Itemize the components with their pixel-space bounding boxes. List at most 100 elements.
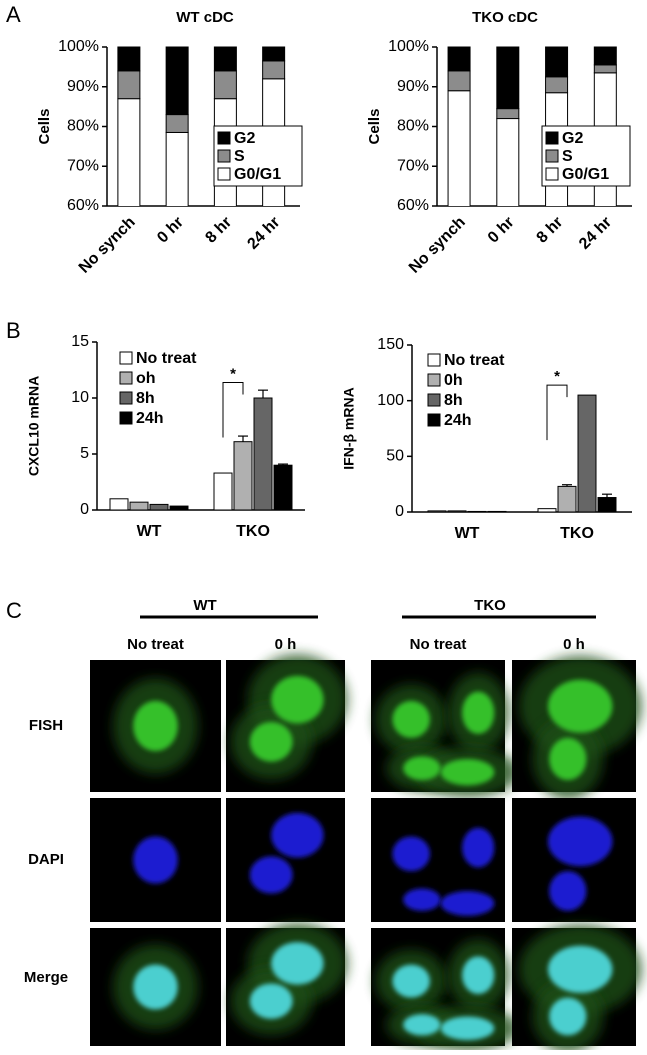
legend-swatch	[427, 373, 441, 387]
nucleus	[403, 756, 441, 781]
x-tick-label: TKO	[560, 525, 594, 542]
micrograph	[226, 798, 345, 922]
nucleus	[547, 945, 613, 993]
bar	[129, 501, 149, 511]
bar-segment	[447, 46, 471, 72]
row-label: FISH	[29, 717, 63, 734]
bar-segment	[213, 46, 237, 72]
micrograph	[371, 928, 519, 1051]
bar	[487, 510, 507, 513]
panel-label: C	[6, 598, 22, 623]
significance-bracket	[222, 381, 244, 438]
legend-swatch	[119, 371, 133, 385]
legend-label: No treat	[444, 352, 505, 369]
nucleus	[133, 836, 178, 884]
y-tick-label: 100%	[58, 38, 99, 55]
x-tick-label: 8 hr	[534, 214, 567, 247]
nucleus	[271, 675, 324, 724]
x-tick-label: 0 hr	[485, 214, 518, 247]
bar-segment	[593, 46, 617, 66]
nucleus	[549, 737, 587, 781]
row-label: Merge	[24, 969, 68, 986]
legend-swatch	[217, 131, 231, 145]
panel-label: A	[6, 2, 21, 27]
bar-segment	[262, 60, 286, 80]
chart: TKO cDC Cells 60% 70% 80% 90% 100% No synch 0 hr…	[366, 9, 632, 277]
bar	[233, 441, 253, 511]
nucleus	[392, 964, 430, 998]
nucleus	[462, 956, 495, 995]
x-tick-label: TKO	[236, 523, 270, 540]
bar-segment	[593, 64, 617, 74]
chart-title: TKO cDC	[472, 9, 538, 26]
bar-segment	[213, 70, 237, 100]
micrograph	[512, 656, 642, 800]
bar-segment	[262, 46, 286, 62]
legend-swatch	[119, 351, 133, 365]
bar	[149, 503, 169, 511]
chart: CXCL10 mRNA 0 5 10 15 WT TKO * No treat oh 8h 24h	[26, 333, 305, 540]
nucleus	[549, 997, 587, 1036]
legend-swatch	[217, 149, 231, 163]
micrograph	[371, 660, 519, 798]
bar	[467, 510, 487, 513]
legend-swatch	[545, 131, 559, 145]
bar	[109, 498, 129, 511]
nucleus	[133, 964, 178, 1010]
y-tick-label: 100%	[388, 38, 429, 55]
nucleus	[403, 1014, 441, 1036]
bar	[169, 505, 189, 511]
legend-swatch	[119, 391, 133, 405]
y-tick-label: 50	[386, 448, 404, 465]
nucleus	[271, 812, 324, 858]
legend-swatch	[119, 411, 133, 425]
bar-segment	[165, 114, 189, 133]
bar	[577, 394, 597, 513]
y-tick-label: 5	[80, 445, 89, 462]
y-tick-label: 0	[80, 501, 89, 518]
row-label: DAPI	[28, 851, 64, 868]
legend-swatch	[427, 353, 441, 367]
legend-label: 24h	[136, 410, 164, 427]
legend-label: S	[234, 148, 245, 165]
nucleus	[440, 759, 495, 786]
x-tick-label: 24 hr	[244, 214, 283, 253]
nucleus	[392, 836, 430, 872]
chart: IFN-β mRNA 0 50 100 150 WT TKO * No treat 0h 8h 24h	[341, 336, 632, 542]
x-tick-label: No synch	[406, 214, 469, 277]
bar-segment	[496, 118, 520, 206]
legend-swatch	[217, 167, 231, 181]
legend-label: 8h	[444, 392, 463, 409]
nucleus	[440, 1016, 495, 1041]
nucleus	[249, 722, 293, 762]
legend-swatch	[427, 393, 441, 407]
legend-label: No treat	[136, 350, 197, 367]
column-label: No treat	[127, 636, 184, 653]
bar	[427, 510, 447, 513]
y-tick-label: 70%	[67, 157, 99, 174]
legend-label: oh	[136, 370, 156, 387]
legend-swatch	[427, 413, 441, 427]
x-tick-label: 24 hr	[576, 214, 615, 253]
y-tick-label: 60%	[67, 197, 99, 214]
micrograph	[90, 798, 221, 922]
nucleus	[547, 679, 613, 733]
micrograph	[226, 654, 348, 792]
y-tick-label: 80%	[67, 118, 99, 135]
bar-segment	[447, 70, 471, 92]
bar	[597, 497, 617, 513]
nucleus	[133, 700, 178, 752]
bar	[273, 464, 293, 511]
nucleus	[249, 983, 293, 1019]
y-axis-label: CXCL10 mRNA	[26, 376, 42, 476]
micrograph	[512, 924, 642, 1053]
micrograph	[512, 798, 636, 922]
bar-segment	[496, 108, 520, 120]
bar	[213, 472, 233, 511]
x-tick-label: WT	[455, 525, 480, 542]
nucleus	[549, 871, 587, 911]
group-label: WT	[193, 597, 216, 614]
legend-label: 24h	[444, 412, 472, 429]
chart: WT cDC Cells 60% 70% 80% 90% 100% No synch 0 hr 8…	[36, 9, 303, 277]
